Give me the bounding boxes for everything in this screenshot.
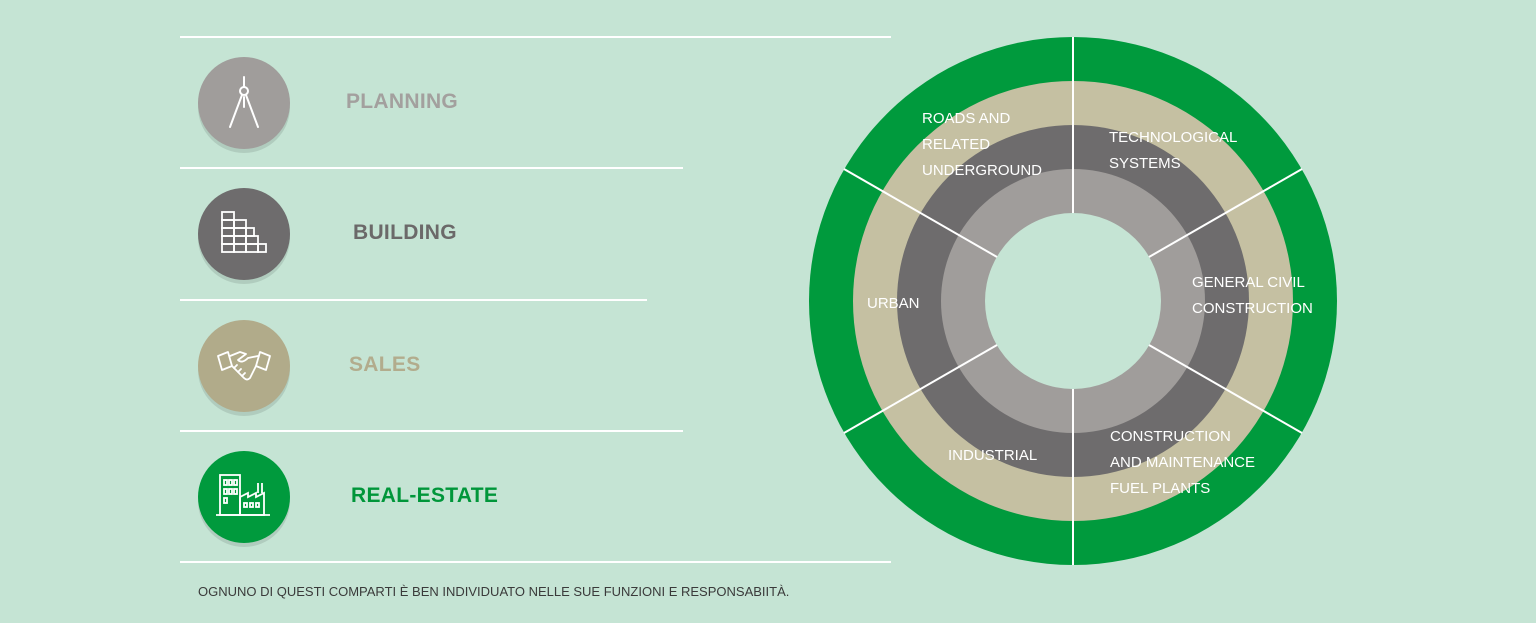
sector-label-roads-line-1: ROADS AND (922, 110, 1011, 127)
sector-label-technological-line-2: SYSTEMS (1109, 155, 1181, 172)
category-label-real-estate: REAL-ESTATE (351, 484, 499, 507)
sales-icon-circle (198, 320, 290, 412)
sector-label-fuel-plants-line-1: CONSTRUCTION (1110, 428, 1231, 445)
sector-ring-diagram: ROADS AND RELATED UNDERGROUND TECHNOLOGI… (809, 37, 1337, 565)
separator-upper-left (843, 168, 998, 258)
sector-label-general-civil-line-1: GENERAL CIVIL (1192, 274, 1304, 291)
brick-wall-icon (221, 211, 267, 253)
real-estate-icon-circle (198, 451, 290, 543)
divider-planning (180, 167, 683, 169)
divider-building (180, 299, 647, 301)
sector-label-urban-line-1: URBAN (867, 295, 920, 312)
sector-label-roads-line-2: RELATED (922, 136, 990, 153)
footer-note: OGNUNO DI QUESTI COMPARTI È BEN INDIVIDU… (198, 584, 790, 599)
compass-icon (229, 76, 259, 128)
sector-label-general-civil-line-2: CONSTRUCTION (1192, 300, 1313, 317)
sector-label-urban: URBAN (867, 295, 920, 312)
handshake-icon (217, 351, 271, 381)
category-label-building: BUILDING (353, 221, 457, 244)
sector-label-general-civil: GENERAL CIVIL CONSTRUCTION (1192, 274, 1313, 317)
buildings-icon (216, 474, 270, 516)
sector-label-technological: TECHNOLOGICAL SYSTEMS (1109, 129, 1241, 172)
sector-label-technological-line-1: TECHNOLOGICAL (1109, 129, 1237, 146)
sector-label-roads: ROADS AND RELATED UNDERGROUND (922, 110, 1042, 179)
sector-label-fuel-plants-line-2: AND MAINTENANCE (1110, 454, 1255, 471)
separator-lower-right (1148, 344, 1303, 434)
center-hole (985, 213, 1161, 389)
building-icon-circle (198, 188, 290, 280)
top-divider (180, 36, 891, 38)
bottom-divider (180, 561, 891, 563)
category-label-planning: PLANNING (346, 90, 459, 113)
sector-label-industrial-line-1: INDUSTRIAL (948, 447, 1037, 464)
separator-upper-right (1148, 168, 1303, 258)
separator-lower-left (843, 344, 998, 434)
sector-label-roads-line-3: UNDERGROUND (922, 162, 1042, 179)
planning-icon-circle (198, 57, 290, 149)
divider-sales (180, 430, 683, 432)
category-label-sales: SALES (349, 353, 421, 376)
sector-label-fuel-plants-line-3: FUEL PLANTS (1110, 480, 1210, 497)
sector-label-fuel-plants: CONSTRUCTION AND MAINTENANCE FUEL PLANTS (1110, 428, 1259, 497)
sector-label-industrial: INDUSTRIAL (948, 447, 1037, 464)
